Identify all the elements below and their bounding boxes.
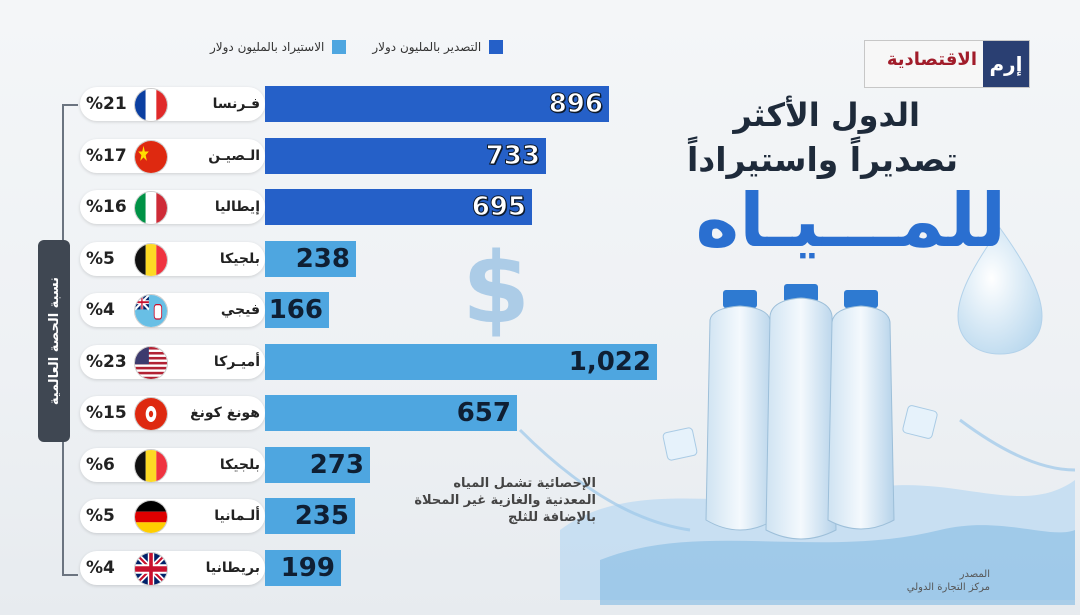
country-row-pill	[80, 344, 265, 379]
legend-swatch-export	[489, 40, 504, 54]
country-label: بلجيكا	[219, 456, 260, 473]
bar-value-label: 657	[456, 398, 511, 428]
country-label: هونغ كونغ	[190, 405, 260, 421]
brand-logo-mark: إرم	[983, 41, 1029, 87]
country-label: ألـمانيا	[214, 508, 260, 524]
country-row-pill	[80, 499, 265, 533]
share-axis-label: نسبة الحصة العالمية	[38, 240, 70, 442]
bar-import: 235	[265, 498, 355, 534]
share-percent: %5	[86, 248, 115, 269]
bar-value-label: 238	[295, 243, 350, 274]
country-label: أميـركا	[213, 353, 260, 370]
bar-value-label: 695	[471, 192, 526, 223]
uk-flag-icon	[134, 551, 168, 586]
chart-title-line3: للمـــيـاه	[695, 178, 1006, 264]
bar-import: 199	[265, 549, 341, 586]
legend-swatch-import	[332, 40, 347, 54]
bar-value-label: 896	[548, 89, 603, 120]
country-label: بريطانيا	[205, 559, 260, 576]
source-value: مركز التجارة الدولي	[906, 582, 990, 593]
usa-flag-icon	[134, 345, 168, 380]
belgium-flag-icon	[134, 242, 168, 277]
legend-item-export: التصدير بالمليون دولار	[372, 40, 504, 54]
bar-value-label: 166	[268, 295, 323, 325]
bar-value-label: 273	[309, 449, 364, 480]
country-label: بلجيكا	[219, 250, 260, 267]
share-axis-label-text: نسبة الحصة العالمية	[46, 276, 62, 406]
country-row-pill	[80, 447, 265, 482]
country-label: إيطاليا	[214, 199, 260, 215]
chart-title-line2: تصديراً واستيراداً	[687, 140, 958, 179]
france-flag-icon	[134, 88, 168, 122]
bar-import: 1,022	[265, 343, 657, 380]
bar-import: 273	[265, 446, 370, 483]
germany-flag-icon	[134, 500, 168, 534]
country-row-pill	[80, 241, 265, 276]
country-row-pill	[80, 138, 265, 173]
bar-value-label: 1,022	[568, 346, 651, 377]
belgium-flag-icon	[134, 448, 168, 483]
bar-export: 733	[265, 137, 546, 174]
brand-logo: الاقتصادية إرم	[864, 40, 1030, 88]
legend-label-export: التصدير بالمليون دولار	[372, 40, 482, 54]
country-label: الـصيـن	[208, 147, 260, 164]
country-row-pill	[80, 293, 265, 327]
country-row-pill	[80, 550, 265, 585]
share-percent: %21	[86, 94, 127, 114]
chart-legend: الاستيراد بالمليون دولار التصدير بالمليو…	[210, 40, 504, 54]
share-percent: %15	[86, 403, 127, 423]
bar-import: 166	[265, 292, 329, 328]
hongkong-flag-icon	[134, 397, 168, 431]
country-label: فيجي	[220, 302, 260, 318]
country-row-pill	[80, 396, 265, 430]
source-label: المصدر	[959, 569, 990, 580]
country-row-pill	[80, 190, 265, 224]
bar-export: 896	[265, 86, 609, 122]
bar-export: 695	[265, 189, 532, 225]
share-percent: %23	[86, 351, 127, 372]
bar-value-label: 733	[485, 140, 540, 171]
fiji-flag-icon	[134, 294, 168, 328]
bar-value-label: 235	[294, 501, 349, 531]
source-credit: المصدر مركز التجارة الدولي	[880, 568, 990, 594]
china-flag-icon	[134, 139, 168, 174]
legend-label-import: الاستيراد بالمليون دولار	[210, 40, 325, 54]
chart-title-line1: الدول الأكثر	[733, 96, 920, 134]
share-percent: %17	[86, 145, 127, 166]
bar-import: 657	[265, 395, 517, 431]
legend-item-import: الاستيراد بالمليون دولار	[210, 40, 347, 54]
bar-value-label: 199	[280, 552, 335, 583]
brand-logo-text: الاقتصادية	[886, 49, 977, 70]
footnote: الإحصائية تشمل المياه المعدنية والغازية …	[414, 476, 596, 525]
share-percent: %4	[86, 557, 115, 578]
country-label: فـرنسا	[212, 96, 260, 112]
share-percent: %16	[86, 197, 127, 217]
share-percent: %5	[86, 506, 115, 526]
svg-text:$: $	[462, 232, 530, 346]
country-row-pill	[80, 87, 265, 121]
share-percent: %4	[86, 300, 115, 320]
share-percent: %6	[86, 454, 115, 475]
bar-import: 238	[265, 240, 356, 277]
italy-flag-icon	[134, 191, 168, 225]
